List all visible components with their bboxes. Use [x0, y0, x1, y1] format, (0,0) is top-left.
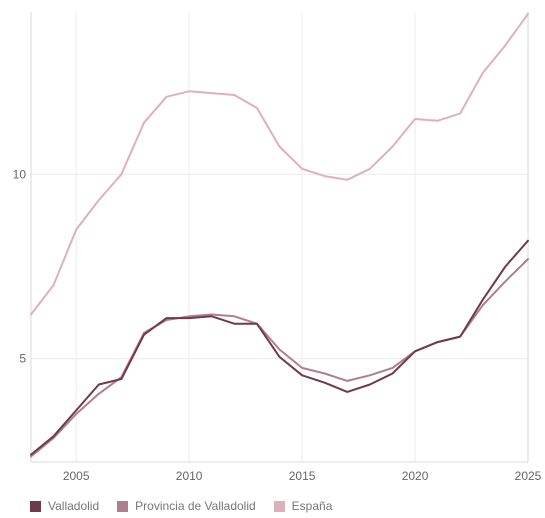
- x-tick-label: 2005: [63, 469, 90, 483]
- legend-item-valladolid[interactable]: Valladolid: [30, 499, 99, 513]
- legend-label: España: [291, 499, 333, 513]
- legend-item-provincia-de-valladolid[interactable]: Provincia de Valladolid: [117, 499, 256, 513]
- series-lines: [30, 12, 529, 458]
- legend-item-espana[interactable]: España: [273, 499, 333, 513]
- axes: [30, 12, 529, 463]
- grid: [31, 12, 529, 462]
- y-tick-label: 10: [13, 167, 27, 181]
- legend-swatch: [30, 500, 41, 512]
- legend-label: Valladolid: [48, 499, 100, 513]
- legend-swatch: [273, 500, 285, 512]
- x-tick-label: 2020: [402, 469, 429, 483]
- series-line-valladolid: [30, 239, 529, 456]
- legend: Valladolid Provincia de Valladolid España: [30, 499, 350, 513]
- y-tick-label: 5: [19, 352, 26, 366]
- legend-label: Provincia de Valladolid: [135, 499, 256, 513]
- x-tick-label: 2010: [176, 469, 203, 483]
- x-tick-label: 2025: [515, 469, 542, 483]
- x-tick-label: 2015: [289, 469, 316, 483]
- tick-labels: 2005 2010 2015 2020 2025 5 10: [13, 167, 542, 483]
- legend-swatch: [117, 500, 129, 512]
- series-line-espana: [30, 12, 529, 316]
